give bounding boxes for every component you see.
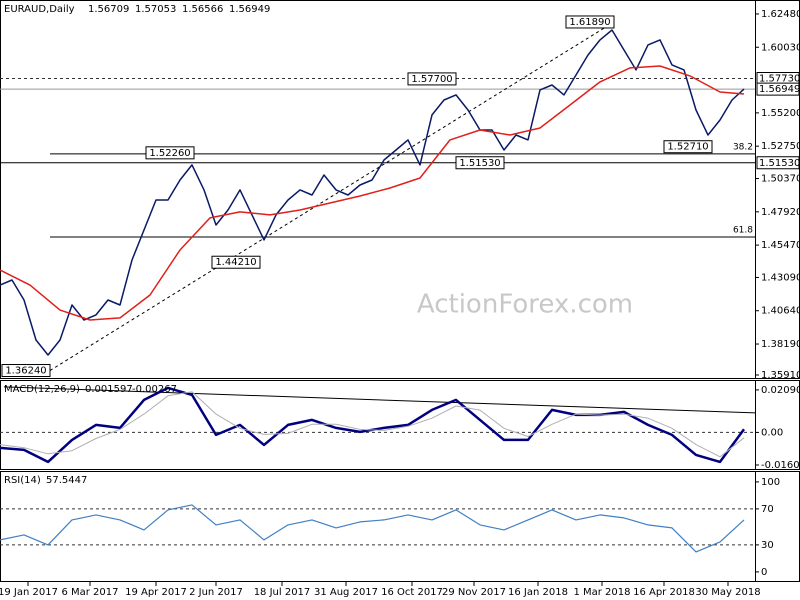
x-tick-label: 2 Jun 2017 (189, 587, 243, 598)
y-tick-label: 1.38190 (761, 339, 800, 350)
y-tick-label: 1.52750 (761, 141, 800, 152)
y-tick-label: 0.020904 (761, 385, 800, 396)
y-tick-label: 100 (761, 477, 780, 488)
fib-label: 38.2 (733, 142, 753, 152)
header-value: 1.57053 (135, 4, 176, 15)
annotation-box (407, 72, 457, 86)
panel-title: EURAUD,Daily (4, 4, 75, 15)
panel-title: MACD(12,26,9) (4, 384, 80, 395)
x-tick-label: 19 Jan 2017 (0, 587, 58, 598)
x-tick-label: 18 Jul 2017 (254, 587, 311, 598)
annotation-label: 1.61890 (569, 17, 610, 28)
annotation-label: 1.52260 (149, 148, 190, 159)
header-value: 1.56709 (88, 4, 129, 15)
y-tick-label: 1.62480 (761, 9, 800, 20)
annotation-label: 1.36240 (5, 366, 46, 377)
x-tick-label: 6 Mar 2017 (61, 587, 118, 598)
annotation-box (663, 140, 713, 154)
annotation-label: 1.44210 (215, 257, 256, 268)
header-value: 57.5447 (46, 475, 87, 486)
header-value: 1.56949 (229, 4, 270, 15)
annotation-box (455, 156, 505, 170)
y-tick-label: 70 (761, 504, 774, 515)
y-tick-label: 1.60030 (761, 42, 800, 53)
y-tick-label: 1.55200 (761, 108, 800, 119)
level-label: 1.56949 (759, 84, 800, 95)
y-tick-label: -0.016023 (761, 460, 800, 471)
annotation-box (211, 255, 261, 269)
panel-title: RSI(14) (4, 475, 41, 486)
annotation-label: 1.52710 (667, 142, 708, 153)
x-tick-label: 16 Jan 2018 (508, 587, 568, 598)
y-tick-label: 1.35910 (761, 370, 800, 381)
y-tick-label: 1.40640 (761, 306, 800, 317)
series-line (0, 29, 745, 356)
series-line (0, 391, 745, 458)
series-line (0, 65, 745, 321)
series-line (0, 504, 745, 553)
header-value: -0.00267 (132, 384, 177, 395)
y-tick-label: 1.45470 (761, 240, 800, 251)
y-tick-label: 1.43090 (761, 272, 800, 283)
level-label: 1.51530 (759, 158, 800, 169)
x-tick-label: 29 Nov 2017 (442, 587, 506, 598)
header-value: 1.56566 (182, 4, 223, 15)
annotation-box (145, 146, 195, 160)
trendline (49, 21, 615, 371)
level-label: 1.57730 (759, 74, 800, 85)
trendline (3, 386, 756, 414)
level-label-box (756, 82, 800, 96)
annotation-label: 1.51530 (459, 158, 500, 169)
y-tick-label: 30 (761, 540, 774, 551)
annotation-box (1, 364, 51, 378)
y-tick-label: 0 (761, 567, 767, 578)
y-tick-label: 0.00 (761, 427, 783, 438)
x-tick-label: 16 Apr 2018 (633, 587, 695, 598)
y-tick-label: 1.50370 (761, 174, 800, 185)
x-tick-label: 31 Aug 2017 (314, 587, 378, 598)
level-label-box (756, 156, 800, 170)
x-tick-label: 16 Oct 2017 (381, 587, 443, 598)
x-tick-label: 19 Apr 2017 (125, 587, 187, 598)
header-value: 0.001597 (85, 384, 133, 395)
y-tick-label: 1.47920 (761, 207, 800, 218)
x-tick-label: 1 Mar 2018 (573, 587, 630, 598)
x-tick-label: 30 May 2018 (695, 587, 760, 598)
fib-label: 61.8 (733, 225, 753, 235)
annotation-box (565, 15, 615, 29)
annotation-label: 1.57700 (411, 74, 452, 85)
watermark: ActionForex.com (417, 290, 633, 320)
